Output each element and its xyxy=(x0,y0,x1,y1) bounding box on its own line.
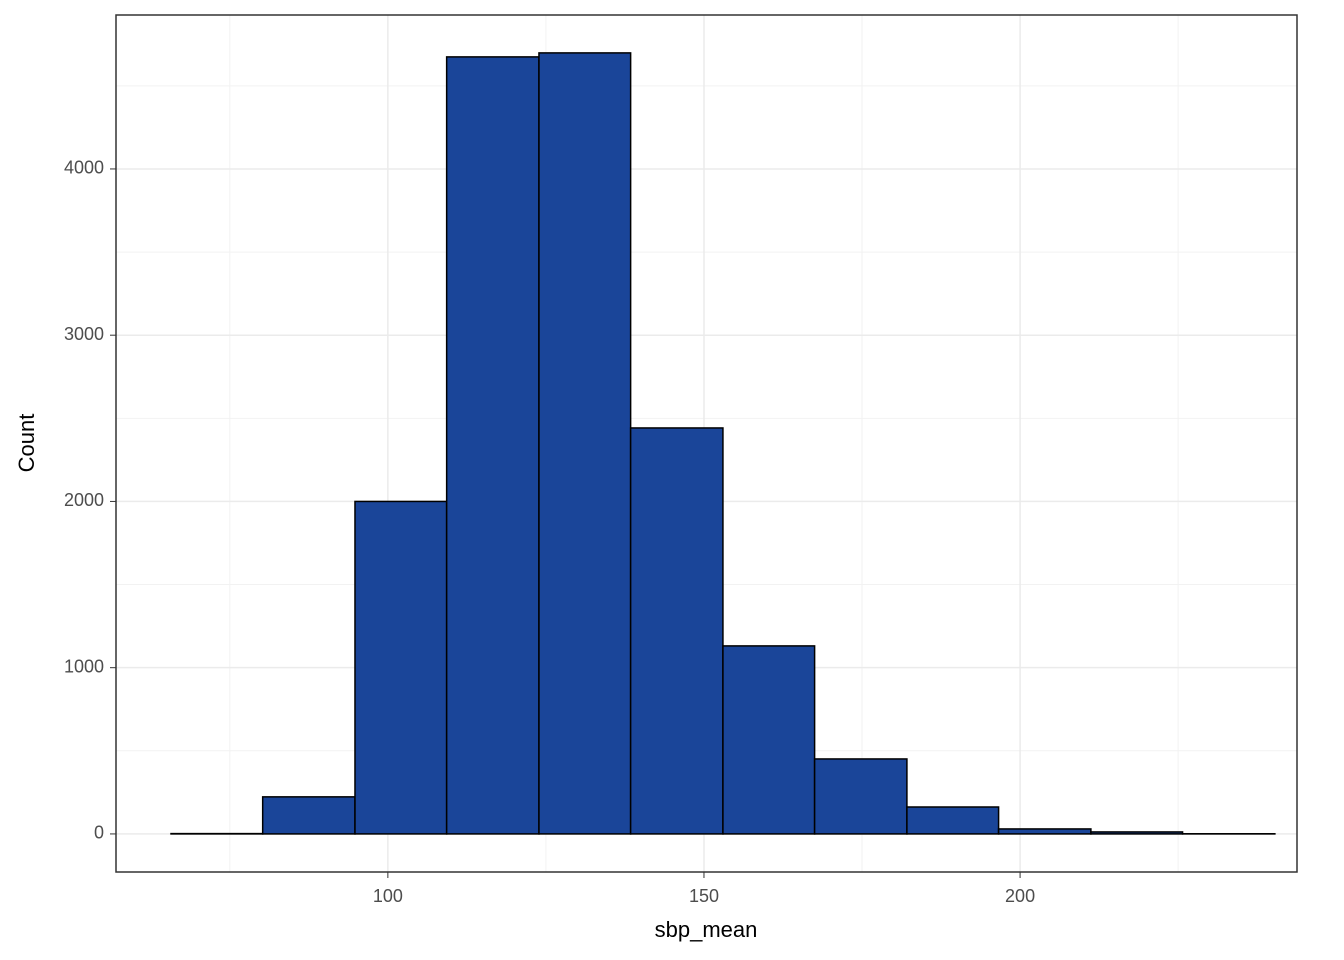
y-axis-label: Count xyxy=(14,414,39,473)
bar xyxy=(813,758,908,835)
bar xyxy=(997,828,1092,835)
y-tick-label: 0 xyxy=(94,823,104,843)
bar xyxy=(538,52,632,835)
bar xyxy=(445,56,540,835)
y-tick-label: 4000 xyxy=(64,158,104,178)
x-axis-label: sbp_mean xyxy=(655,917,758,942)
x-tick-label: 150 xyxy=(689,886,719,906)
bar xyxy=(906,806,1000,835)
y-tick-label: 1000 xyxy=(64,656,104,676)
bar xyxy=(629,427,724,835)
bar xyxy=(354,500,448,835)
x-tick-label: 100 xyxy=(373,886,403,906)
bar xyxy=(722,645,816,835)
plot-border xyxy=(115,14,1298,873)
x-tick-label: 200 xyxy=(1005,886,1035,906)
y-tick-label: 2000 xyxy=(64,490,104,510)
y-tick-label: 3000 xyxy=(64,324,104,344)
bar xyxy=(1090,831,1184,835)
bar xyxy=(261,796,356,835)
